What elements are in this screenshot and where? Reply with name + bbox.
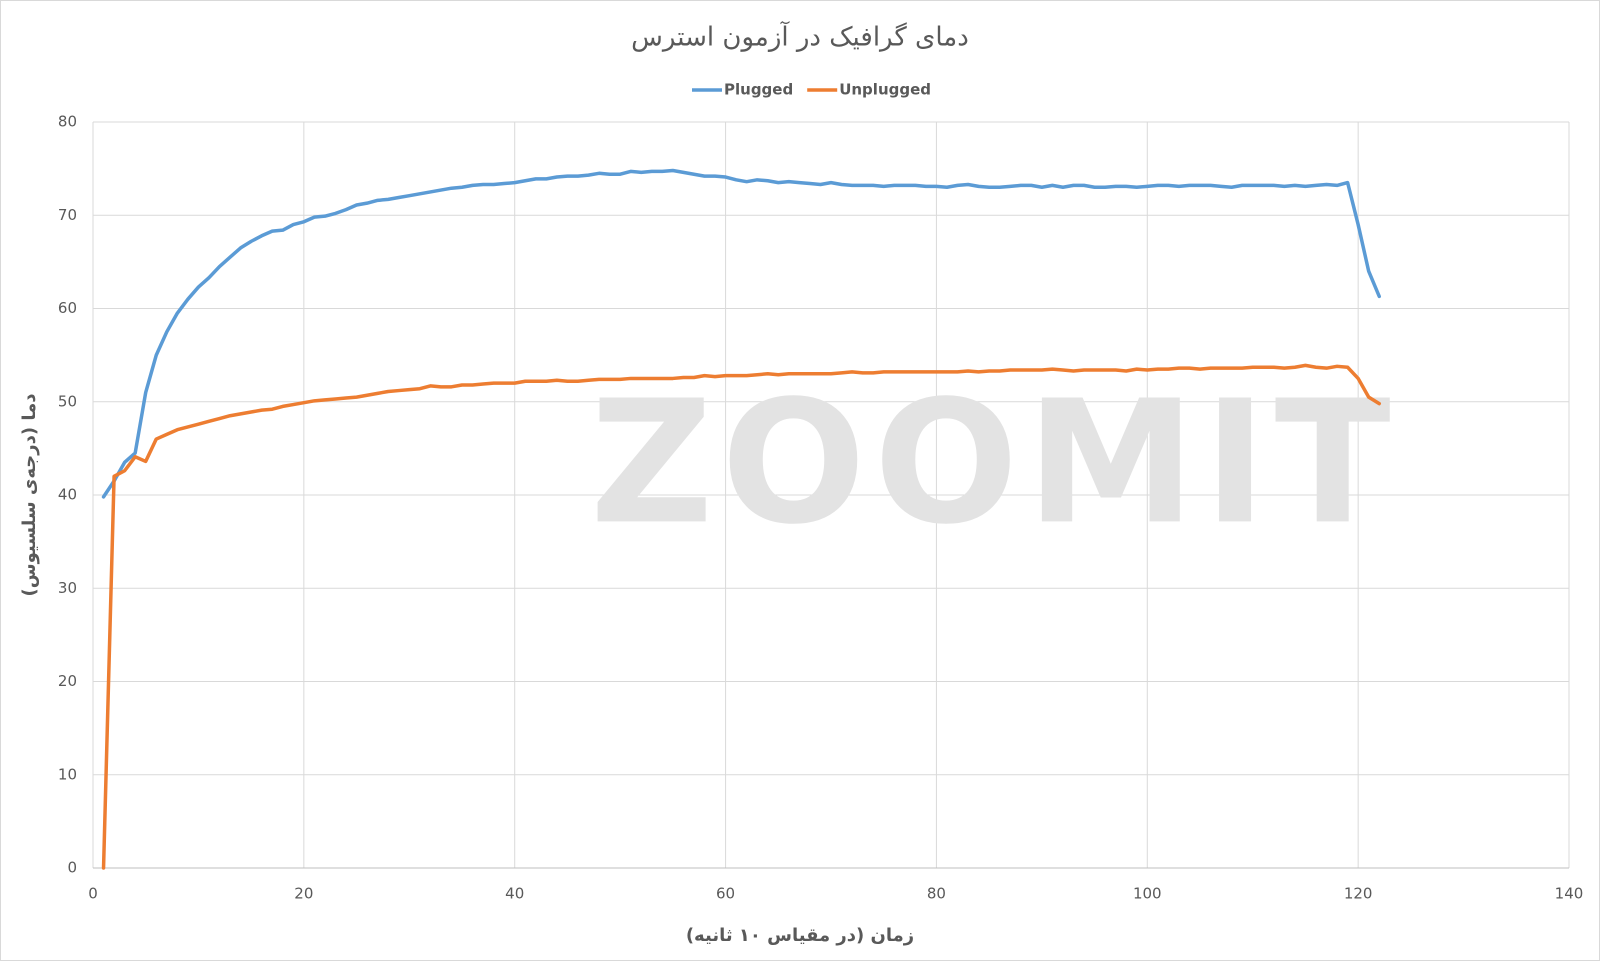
watermark: ZOOMIT bbox=[590, 364, 1399, 562]
line-series bbox=[101, 168, 1381, 499]
chart-title: دمای گرافیک در آزمون استرس bbox=[631, 21, 969, 53]
x-tick-label: 0 bbox=[88, 885, 98, 903]
legend-label: Unplugged bbox=[839, 81, 931, 99]
x-tick-label: 120 bbox=[1344, 885, 1373, 903]
y-tick-label: 0 bbox=[67, 859, 77, 877]
y-axis-label: دما (درجه‌ی سلسیوس) bbox=[19, 394, 40, 597]
y-tick-label: 30 bbox=[58, 579, 77, 597]
x-tick-label: 20 bbox=[294, 885, 313, 903]
y-tick-label: 20 bbox=[58, 672, 77, 690]
line-series bbox=[101, 363, 1381, 870]
x-tick-label: 40 bbox=[505, 885, 524, 903]
y-tick-label: 60 bbox=[58, 299, 77, 317]
y-tick-label: 10 bbox=[58, 765, 77, 783]
legend-label: Plugged bbox=[724, 81, 793, 99]
y-tick-label: 80 bbox=[58, 113, 77, 131]
x-axis-label: زمان (در مقیاس ۱۰ ثانیه) bbox=[686, 925, 914, 946]
x-tick-label: 80 bbox=[927, 885, 946, 903]
x-tick-label: 60 bbox=[716, 885, 735, 903]
x-tick-label: 140 bbox=[1555, 885, 1584, 903]
legend: Plugged Unplugged bbox=[692, 81, 931, 99]
y-tick-label: 50 bbox=[58, 392, 77, 410]
y-tick-label: 70 bbox=[58, 206, 77, 224]
x-tick-label: 100 bbox=[1133, 885, 1162, 903]
y-tick-label: 40 bbox=[58, 486, 77, 504]
